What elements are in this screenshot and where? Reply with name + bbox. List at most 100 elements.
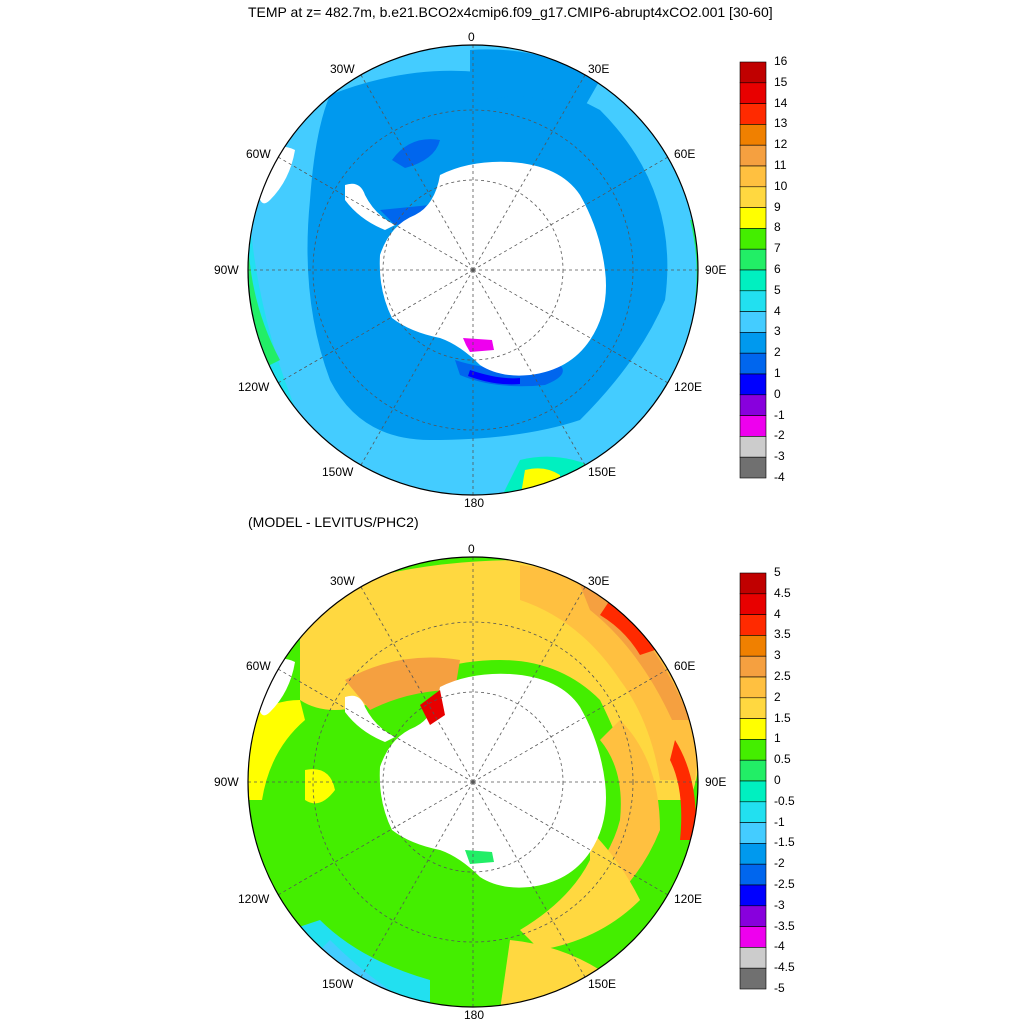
lon-label: 180 bbox=[464, 1008, 485, 1022]
colorbar-tick-label: -3 bbox=[774, 897, 785, 912]
colorbar-swatch bbox=[739, 843, 767, 865]
lon-label: 60W bbox=[246, 147, 271, 161]
lon-label: 30W bbox=[330, 62, 355, 76]
top-map-border bbox=[247, 44, 699, 496]
colorbar-swatch bbox=[739, 676, 767, 699]
colorbar-tick-label: -1.5 bbox=[774, 835, 795, 850]
colorbar-swatch bbox=[739, 207, 767, 229]
colorbar-swatch bbox=[739, 186, 767, 208]
lon-label: 0 bbox=[468, 542, 475, 556]
lon-label: 120E bbox=[674, 380, 703, 394]
colorbar-swatch bbox=[739, 822, 767, 844]
colorbar-tick-label: 16 bbox=[774, 54, 788, 68]
colorbar-tick-label: -0.5 bbox=[774, 793, 795, 808]
colorbar-swatch bbox=[739, 82, 767, 104]
colorbar-swatch bbox=[739, 144, 767, 167]
lon-label: 180 bbox=[464, 496, 485, 510]
colorbar-swatch bbox=[739, 967, 767, 990]
colorbar-swatch bbox=[739, 311, 767, 333]
colorbar-tick-label: 0 bbox=[774, 386, 781, 401]
colorbar-tick-label: 3.5 bbox=[774, 627, 791, 642]
colorbar-swatch bbox=[739, 248, 767, 271]
colorbar-tick-label: 7 bbox=[774, 241, 781, 256]
lon-label: 120W bbox=[238, 892, 270, 906]
colorbar-tick-label: 8 bbox=[774, 220, 781, 235]
colorbar-tick-label: 4.5 bbox=[774, 585, 791, 600]
colorbar-swatch bbox=[739, 801, 767, 823]
lon-label: 120W bbox=[238, 380, 270, 394]
colorbar-swatch bbox=[739, 228, 767, 250]
colorbar-swatch bbox=[739, 635, 767, 657]
colorbar-tick-label: 0.5 bbox=[774, 752, 791, 767]
colorbar-tick-label: 5 bbox=[774, 282, 781, 297]
colorbar-tick-label: 4 bbox=[774, 606, 781, 621]
colorbar-swatch bbox=[739, 165, 767, 188]
colorbar-tick-label: -5 bbox=[774, 981, 785, 995]
colorbar-tick-label: -2 bbox=[774, 428, 785, 443]
lon-label: 150E bbox=[588, 465, 617, 479]
colorbar-swatch bbox=[739, 593, 767, 615]
colorbar-swatch bbox=[739, 905, 767, 927]
lon-label: 90W bbox=[214, 775, 239, 789]
lon-label: 0 bbox=[468, 30, 475, 44]
colorbar-swatch bbox=[739, 739, 767, 761]
lon-label: 150E bbox=[588, 977, 617, 991]
colorbar-tick-label: 9 bbox=[774, 199, 781, 214]
colorbar-swatch bbox=[739, 614, 767, 636]
colorbar-tick-label: 3 bbox=[774, 324, 781, 339]
bottom-map-border bbox=[247, 556, 699, 1008]
colorbar-tick-label: -3.5 bbox=[774, 918, 795, 933]
colorbar-swatch bbox=[739, 124, 767, 146]
lon-label: 90W bbox=[214, 263, 239, 277]
colorbar-swatch bbox=[739, 697, 767, 719]
colorbar-swatch bbox=[739, 352, 767, 375]
lon-label: 60E bbox=[674, 659, 696, 673]
colorbar-swatch bbox=[739, 436, 767, 458]
lon-label: 120E bbox=[674, 892, 703, 906]
colorbar-tick-label: -1 bbox=[774, 814, 785, 829]
colorbar-tick-label: -2.5 bbox=[774, 877, 795, 891]
colorbar-swatch bbox=[739, 655, 767, 678]
colorbar-swatch bbox=[739, 863, 767, 886]
colorbar-tick-label: 15 bbox=[774, 74, 788, 89]
colorbar-tick-label: -4 bbox=[774, 470, 785, 484]
colorbar-tick-label: 12 bbox=[774, 137, 788, 152]
colorbar-swatch bbox=[739, 456, 767, 479]
colorbar-tick-label: -4.5 bbox=[774, 960, 795, 975]
lon-label: 90E bbox=[705, 263, 727, 277]
lon-label: 60W bbox=[246, 659, 271, 673]
lon-label: 30E bbox=[588, 62, 610, 76]
colorbar-tick-label: 4 bbox=[774, 303, 781, 318]
colorbar-swatch bbox=[739, 947, 767, 969]
lon-label: 60E bbox=[674, 147, 696, 161]
colorbar-swatch bbox=[739, 415, 767, 437]
colorbar-tick-label: 0 bbox=[774, 773, 781, 787]
colorbar-tick-label: 10 bbox=[774, 178, 788, 193]
colorbar-swatch bbox=[739, 884, 767, 907]
colorbar-tick-label: 5 bbox=[774, 565, 781, 579]
colorbar-swatch bbox=[739, 572, 767, 595]
bottom-map-title: (MODEL - LEVITUS/PHC2) bbox=[248, 514, 419, 530]
colorbar-swatch bbox=[739, 103, 767, 125]
colorbar-swatch bbox=[739, 718, 767, 740]
colorbar-tick-label: -1 bbox=[774, 407, 785, 422]
lon-label: 150W bbox=[322, 977, 354, 991]
colorbar-tick-label: 3 bbox=[774, 648, 781, 663]
bottom-colorbar bbox=[739, 572, 767, 990]
colorbar-tick-label: 2 bbox=[774, 345, 781, 360]
colorbar-swatch bbox=[739, 394, 767, 416]
colorbar-swatch bbox=[739, 269, 767, 292]
lon-label: 30W bbox=[330, 574, 355, 588]
colorbar-tick-label: 2 bbox=[774, 689, 781, 704]
colorbar-tick-label: -2 bbox=[774, 856, 785, 871]
colorbar-swatch bbox=[739, 926, 767, 948]
colorbar-swatch bbox=[739, 373, 767, 396]
lon-label: 30E bbox=[588, 574, 610, 588]
colorbar-swatch bbox=[739, 290, 767, 312]
lon-label: 150W bbox=[322, 465, 354, 479]
colorbar-tick-label: 13 bbox=[774, 116, 788, 131]
bottom-polar-map bbox=[248, 557, 698, 1007]
colorbar-tick-label: 1 bbox=[774, 731, 781, 746]
colorbar-tick-label: 2.5 bbox=[774, 669, 791, 683]
top-colorbar bbox=[739, 61, 767, 479]
